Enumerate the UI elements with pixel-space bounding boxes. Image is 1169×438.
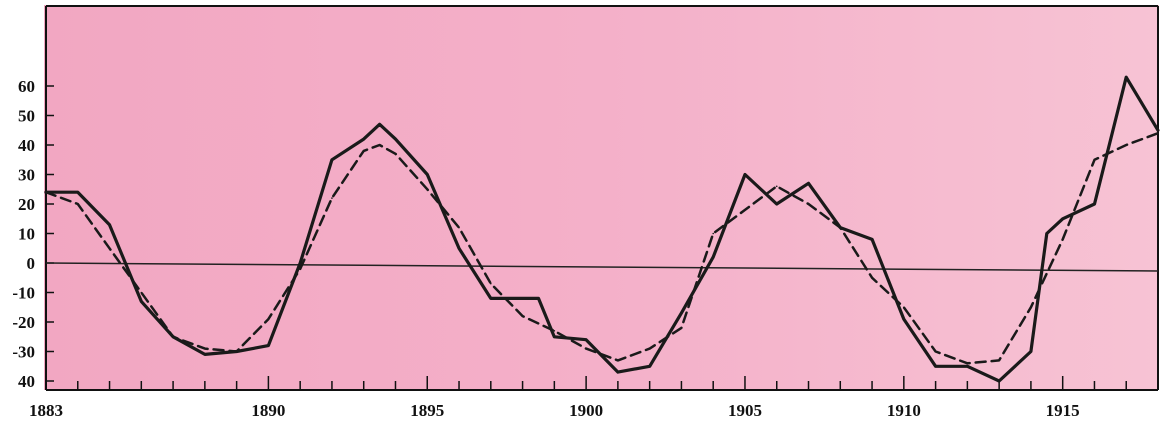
solid-series-point (394, 138, 397, 140)
solid-series-point (521, 297, 524, 300)
dashed-series-point (648, 347, 651, 350)
x-tick-label: 1883 (29, 401, 63, 420)
dashed-series-point (1125, 144, 1128, 146)
zero-line (45, 262, 1159, 272)
y-tick-label: 10 (18, 225, 35, 244)
solid-series-point (140, 300, 143, 303)
y-tick-label: 60 (18, 77, 35, 96)
dashed-series-point (966, 362, 969, 365)
x-tick-label: 1900 (569, 401, 603, 420)
dashed-series-point (490, 282, 492, 285)
y-tick-label: 20 (18, 195, 35, 214)
plot-frame (45, 5, 1159, 391)
dashed-series-point (378, 144, 381, 146)
y-tick-label: 30 (18, 166, 35, 185)
dashed-series-point (140, 291, 143, 294)
dashed-series-point (807, 203, 810, 205)
solid-series-point (807, 182, 810, 185)
solid-series-point (108, 223, 111, 226)
zero-reference-line (45, 262, 1159, 272)
solid-series-point (966, 365, 969, 368)
solid-series-point (378, 123, 381, 126)
y-tick-label: 40 (18, 372, 35, 391)
dashed-series-point (553, 330, 556, 332)
dashed-series-point (1093, 158, 1096, 161)
x-tick-label: 1905 (728, 401, 762, 420)
dashed-series-point (172, 335, 174, 338)
dashed-series-point (839, 226, 842, 229)
solid-series-point (871, 238, 873, 241)
solid-series-point (1030, 350, 1032, 353)
dashed-series-point (426, 188, 429, 191)
dashed-series-point (744, 209, 746, 211)
dashed-series-point (521, 315, 524, 317)
dashed-series-point (394, 153, 397, 155)
y-tick-label: -20 (12, 313, 35, 332)
dashed-series-point (585, 347, 587, 350)
dashed-series-point (617, 359, 619, 362)
solid-series-point (362, 138, 365, 140)
solid-series-point (553, 335, 556, 338)
x-axis: 1883 1890 1895 1900 1905 1910 1915 (29, 376, 1159, 420)
dashed-series-point (235, 350, 238, 353)
solid-series-point (1125, 76, 1128, 78)
solid-series-point (998, 380, 1000, 382)
dashed-series-point (362, 150, 365, 152)
dashed-series-point (267, 318, 270, 320)
solid-series-point (458, 247, 460, 250)
dashed-series-point (204, 347, 206, 350)
x-tick-label: 1915 (1046, 401, 1080, 420)
solid-series-point (299, 262, 301, 264)
dashed-series-point (331, 197, 333, 199)
dashed-series-point (1030, 306, 1032, 309)
y-tick-label: 0 (27, 254, 36, 273)
solid-series-point (585, 338, 587, 341)
dashed-series-point (680, 327, 683, 329)
dashed-series-point (903, 306, 905, 309)
solid-series-point (537, 297, 540, 300)
y-tick-label: -10 (12, 284, 35, 303)
solid-series-point (648, 365, 651, 368)
solid-series-point (204, 353, 206, 356)
solid-series-point (1046, 232, 1048, 235)
x-tick-label: 1890 (251, 401, 285, 420)
solid-series-point (903, 318, 905, 320)
y-axis: 60 50 40 30 20 10 0 -10 -20 -30 40 (12, 77, 54, 391)
solid-series-point (76, 191, 79, 193)
dashed-series-point (45, 191, 47, 193)
dashed-series-point (712, 232, 714, 235)
dashed-series-point (299, 268, 301, 270)
solid-series-point (617, 371, 619, 373)
dashed-series-point (998, 359, 1000, 362)
dashed-series-point (871, 276, 873, 279)
solid-series-point (490, 297, 492, 300)
solid-series-point (934, 365, 937, 368)
x-tick-label: 1895 (410, 401, 444, 420)
x-tick-label: 1910 (887, 401, 921, 420)
solid-series-point (712, 256, 714, 258)
series-layer (44, 75, 1160, 383)
dashed-series-point (934, 350, 937, 353)
y-tick-label: 50 (18, 107, 35, 126)
solid-series-point (1157, 129, 1159, 132)
solid-series-point (1061, 217, 1064, 220)
solid-series-point (775, 203, 778, 205)
solid-series-point (680, 312, 683, 314)
dashed-series-point (775, 185, 778, 188)
plot-background (44, 5, 1159, 390)
solid-series-point (1093, 203, 1096, 205)
solid-series-point (744, 173, 746, 176)
y-tick-label: -30 (12, 343, 35, 362)
dashed-series-point (108, 247, 111, 250)
dashed-series-point (458, 226, 460, 229)
solid-series-point (267, 344, 270, 347)
dashed-series-point (1157, 132, 1159, 134)
y-tick-label: 40 (18, 136, 35, 155)
dashed-series-point (76, 203, 79, 205)
solid-series-point (426, 173, 429, 176)
solid-series-point (331, 158, 333, 161)
dashed-series-point (1061, 238, 1064, 241)
